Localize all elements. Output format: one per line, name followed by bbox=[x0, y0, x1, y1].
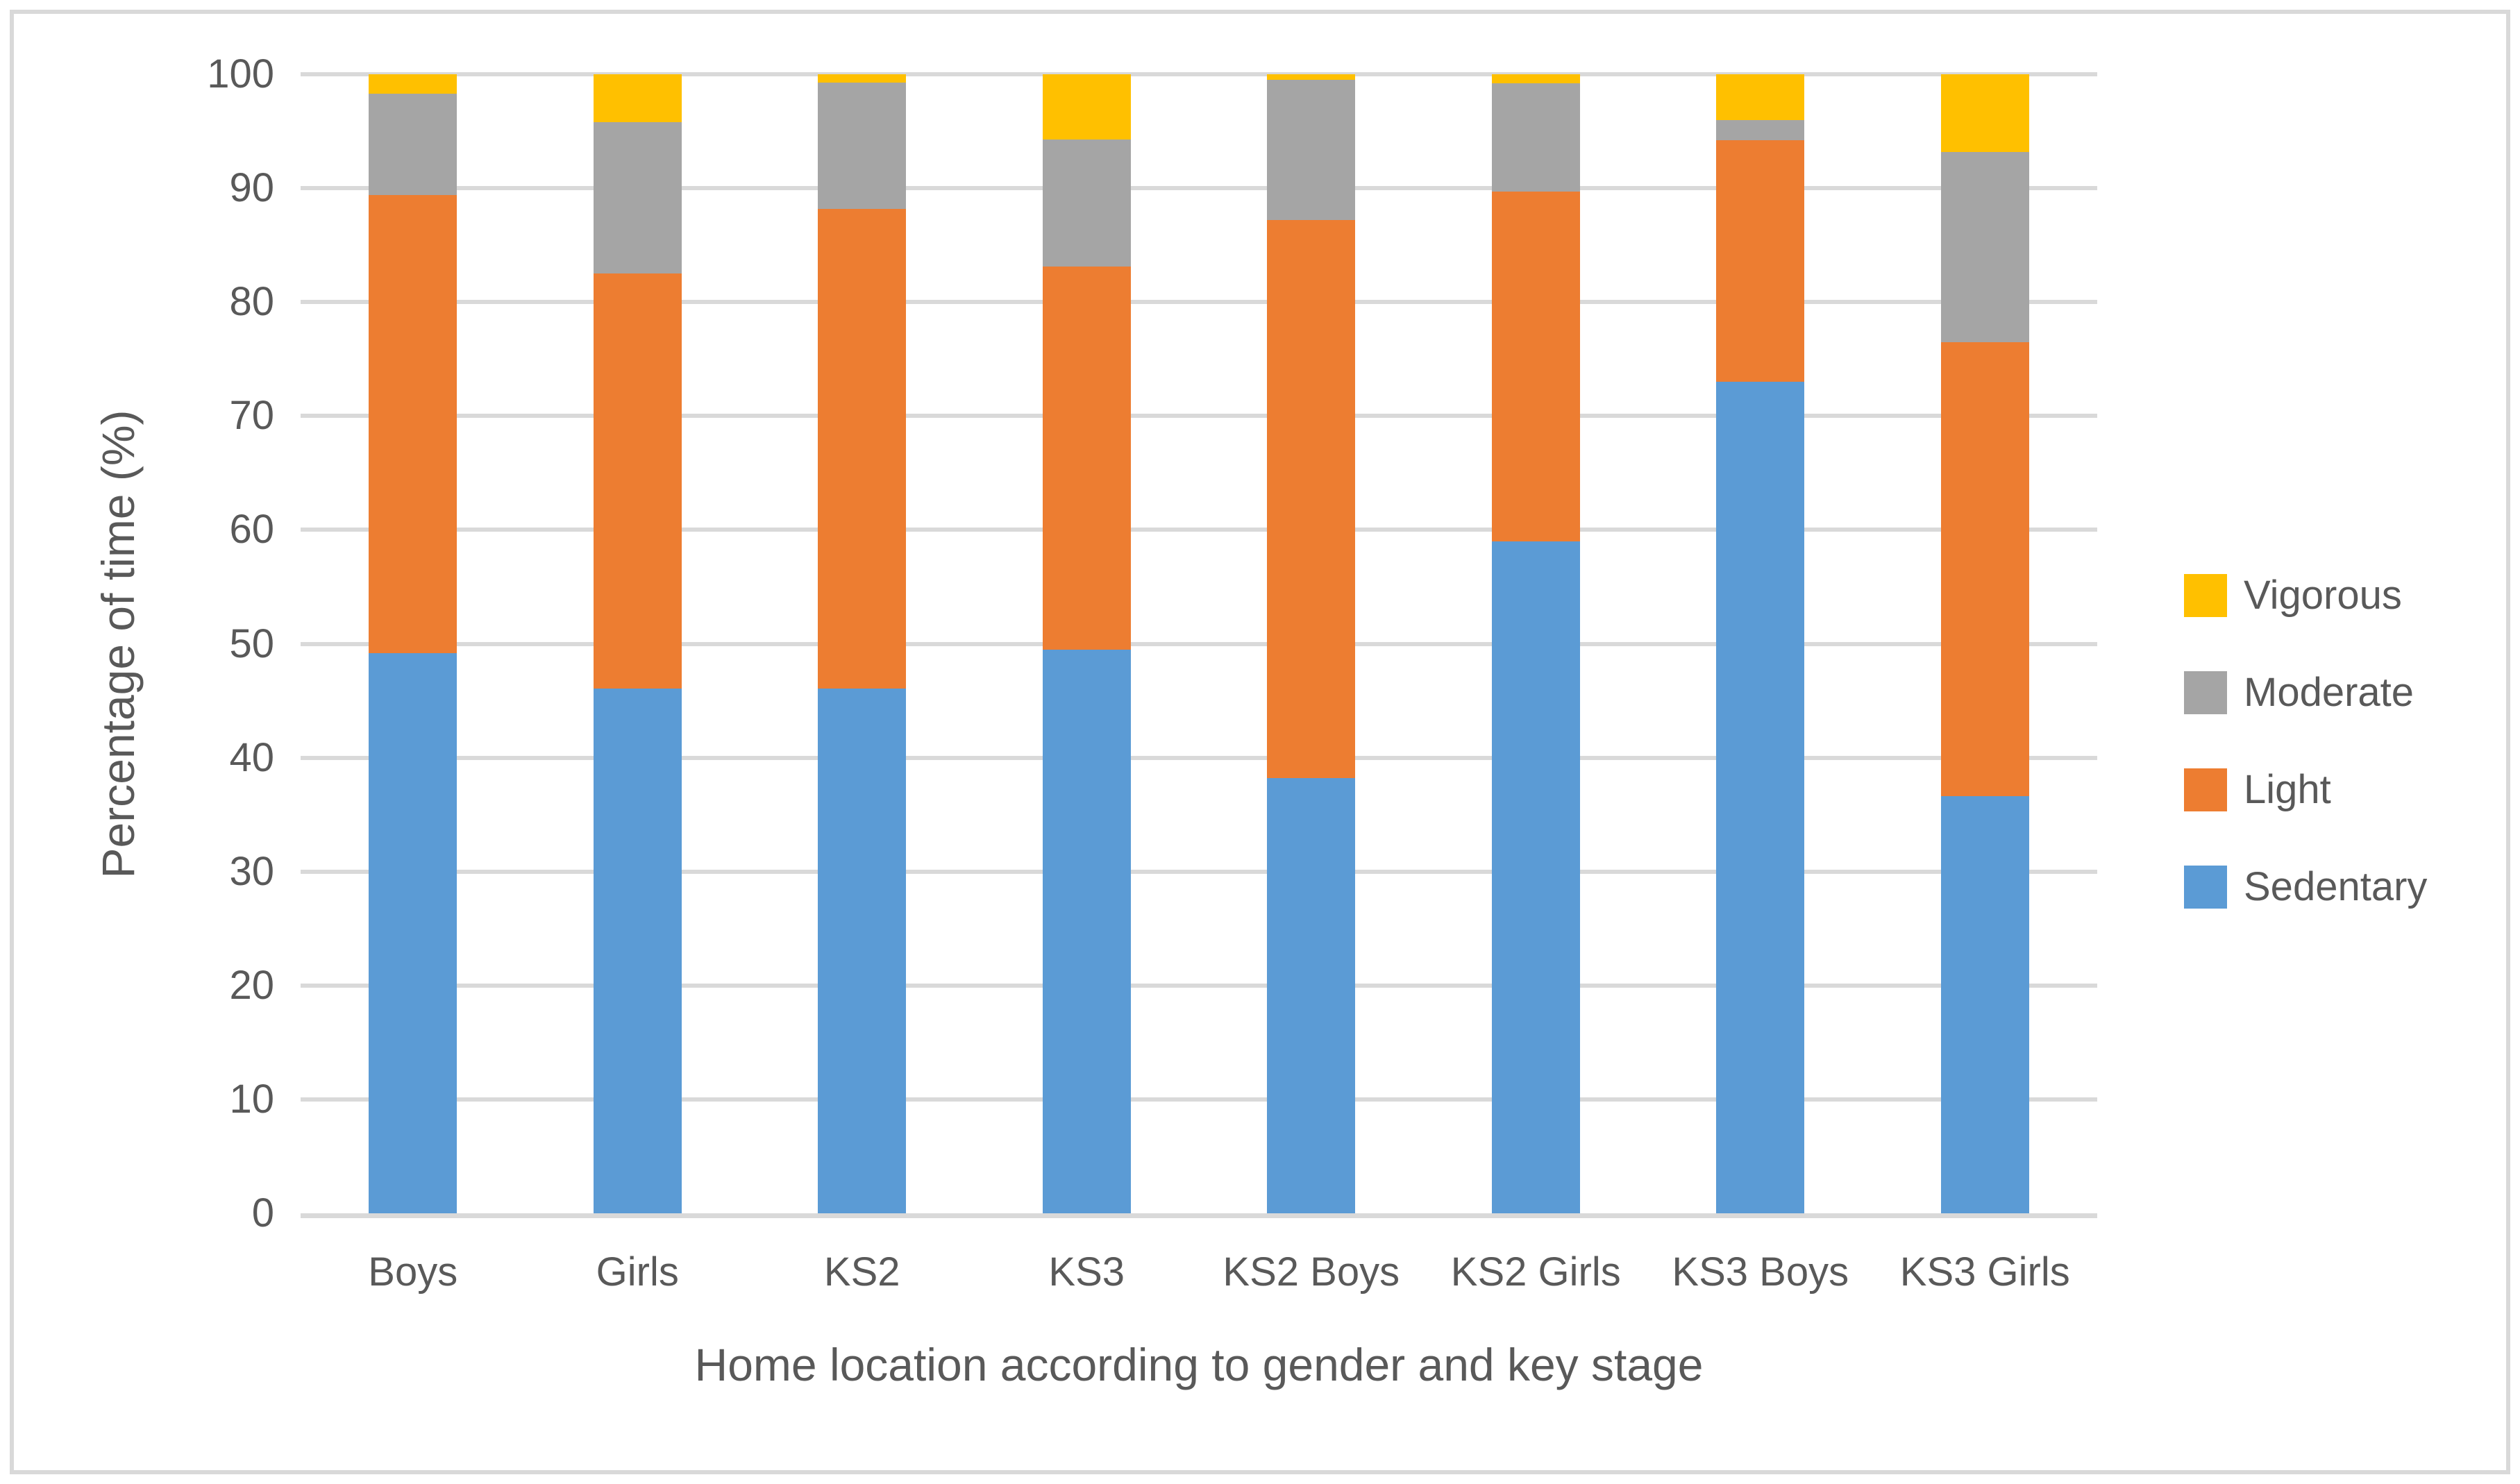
y-tick-label-30: 30 bbox=[229, 848, 274, 894]
bar-segment-moderate bbox=[1716, 119, 1805, 141]
bar-segment-sedentary bbox=[1940, 796, 2029, 1213]
bar-segment-vigorous bbox=[369, 74, 457, 94]
bar-segment-vigorous bbox=[1716, 74, 1805, 120]
bar-segment-vigorous bbox=[593, 74, 682, 122]
bar-segment-sedentary bbox=[1267, 778, 1356, 1213]
bar-segment-moderate bbox=[593, 121, 682, 274]
bar-segment-moderate bbox=[1267, 80, 1356, 221]
x-category-label-girls: Girls bbox=[596, 1249, 679, 1295]
plot-area bbox=[301, 72, 2097, 1218]
bar-segment-light bbox=[593, 273, 682, 689]
bar-segment-light bbox=[1491, 192, 1580, 541]
y-tick-label-70: 70 bbox=[229, 393, 274, 439]
x-category-label-ks2: KS2 bbox=[823, 1249, 900, 1295]
bar-ks2-girls bbox=[1491, 74, 1580, 1213]
x-category-label-ks2-girls: KS2 Girls bbox=[1450, 1249, 1621, 1295]
x-category-label-ks3: KS3 bbox=[1048, 1249, 1125, 1295]
legend-swatch-vigorous bbox=[2184, 574, 2227, 617]
x-category-label-ks2-boys: KS2 Boys bbox=[1223, 1249, 1400, 1295]
gridline-80 bbox=[301, 300, 2097, 305]
gridline-40 bbox=[301, 755, 2097, 760]
bar-boys bbox=[369, 74, 457, 1213]
bar-segment-moderate bbox=[1491, 83, 1580, 192]
legend-item-moderate: Moderate bbox=[2184, 671, 2427, 714]
x-category-label-ks3-girls: KS3 Girls bbox=[1899, 1249, 2070, 1295]
gridline-20 bbox=[301, 983, 2097, 988]
legend-item-sedentary: Sedentary bbox=[2184, 866, 2427, 909]
y-tick-label-60: 60 bbox=[229, 507, 274, 553]
bar-segment-light bbox=[1716, 140, 1805, 382]
legend-item-light: Light bbox=[2184, 768, 2427, 811]
bar-segment-moderate bbox=[1940, 151, 2029, 342]
y-tick-label-20: 20 bbox=[229, 962, 274, 1008]
bar-segment-vigorous bbox=[1042, 74, 1131, 140]
bar-segment-sedentary bbox=[593, 688, 682, 1213]
bar-ks3 bbox=[1042, 74, 1131, 1213]
legend-swatch-sedentary bbox=[2184, 866, 2227, 909]
y-tick-label-80: 80 bbox=[229, 279, 274, 325]
bar-segment-vigorous bbox=[818, 74, 907, 83]
bar-segment-vigorous bbox=[1940, 74, 2029, 152]
legend-label-light: Light bbox=[2244, 767, 2331, 812]
legend-label-moderate: Moderate bbox=[2244, 670, 2414, 715]
bar-segment-moderate bbox=[818, 82, 907, 209]
gridline-90 bbox=[301, 186, 2097, 191]
gridline-60 bbox=[301, 528, 2097, 532]
x-category-label-boys: Boys bbox=[368, 1249, 458, 1295]
bar-segment-sedentary bbox=[1716, 382, 1805, 1213]
x-axis-title: Home location according to gender and ke… bbox=[694, 1339, 1704, 1390]
gridline-100 bbox=[301, 72, 2097, 76]
bar-segment-sedentary bbox=[1491, 541, 1580, 1213]
x-axis-line bbox=[301, 1213, 2097, 1218]
bar-segment-moderate bbox=[1042, 139, 1131, 267]
x-category-label-ks3-boys: KS3 Boys bbox=[1672, 1249, 1849, 1295]
bar-segment-light bbox=[1267, 220, 1356, 779]
bar-girls bbox=[593, 74, 682, 1213]
legend: Vigorous Moderate Light Sedentary bbox=[2184, 574, 2427, 909]
bar-segment-sedentary bbox=[818, 688, 907, 1213]
bar-ks3-girls bbox=[1940, 74, 2029, 1213]
legend-label-vigorous: Vigorous bbox=[2244, 573, 2402, 618]
y-tick-label-90: 90 bbox=[229, 165, 274, 211]
y-tick-label-100: 100 bbox=[207, 51, 274, 96]
bar-segment-light bbox=[818, 208, 907, 689]
y-tick-label-10: 10 bbox=[229, 1076, 274, 1122]
gridline-70 bbox=[301, 414, 2097, 419]
y-tick-label-50: 50 bbox=[229, 621, 274, 666]
legend-swatch-moderate bbox=[2184, 671, 2227, 714]
bar-segment-sedentary bbox=[369, 652, 457, 1213]
y-tick-label-40: 40 bbox=[229, 734, 274, 780]
bar-segment-vigorous bbox=[1491, 74, 1580, 84]
legend-swatch-light bbox=[2184, 768, 2227, 811]
bar-segment-vigorous bbox=[1267, 74, 1356, 81]
bar-segment-moderate bbox=[369, 93, 457, 195]
bar-ks2-boys bbox=[1267, 74, 1356, 1213]
gridline-50 bbox=[301, 641, 2097, 646]
gridline-30 bbox=[301, 869, 2097, 874]
bar-segment-light bbox=[369, 194, 457, 653]
legend-item-vigorous: Vigorous bbox=[2184, 574, 2427, 617]
gridline-10 bbox=[301, 1097, 2097, 1102]
bar-segment-light bbox=[1940, 342, 2029, 797]
y-tick-label-0: 0 bbox=[251, 1190, 274, 1236]
bar-segment-sedentary bbox=[1042, 649, 1131, 1213]
bar-ks3-boys bbox=[1716, 74, 1805, 1213]
legend-label-sedentary: Sedentary bbox=[2244, 864, 2428, 909]
bar-ks2 bbox=[818, 74, 907, 1213]
bar-segment-light bbox=[1042, 267, 1131, 650]
